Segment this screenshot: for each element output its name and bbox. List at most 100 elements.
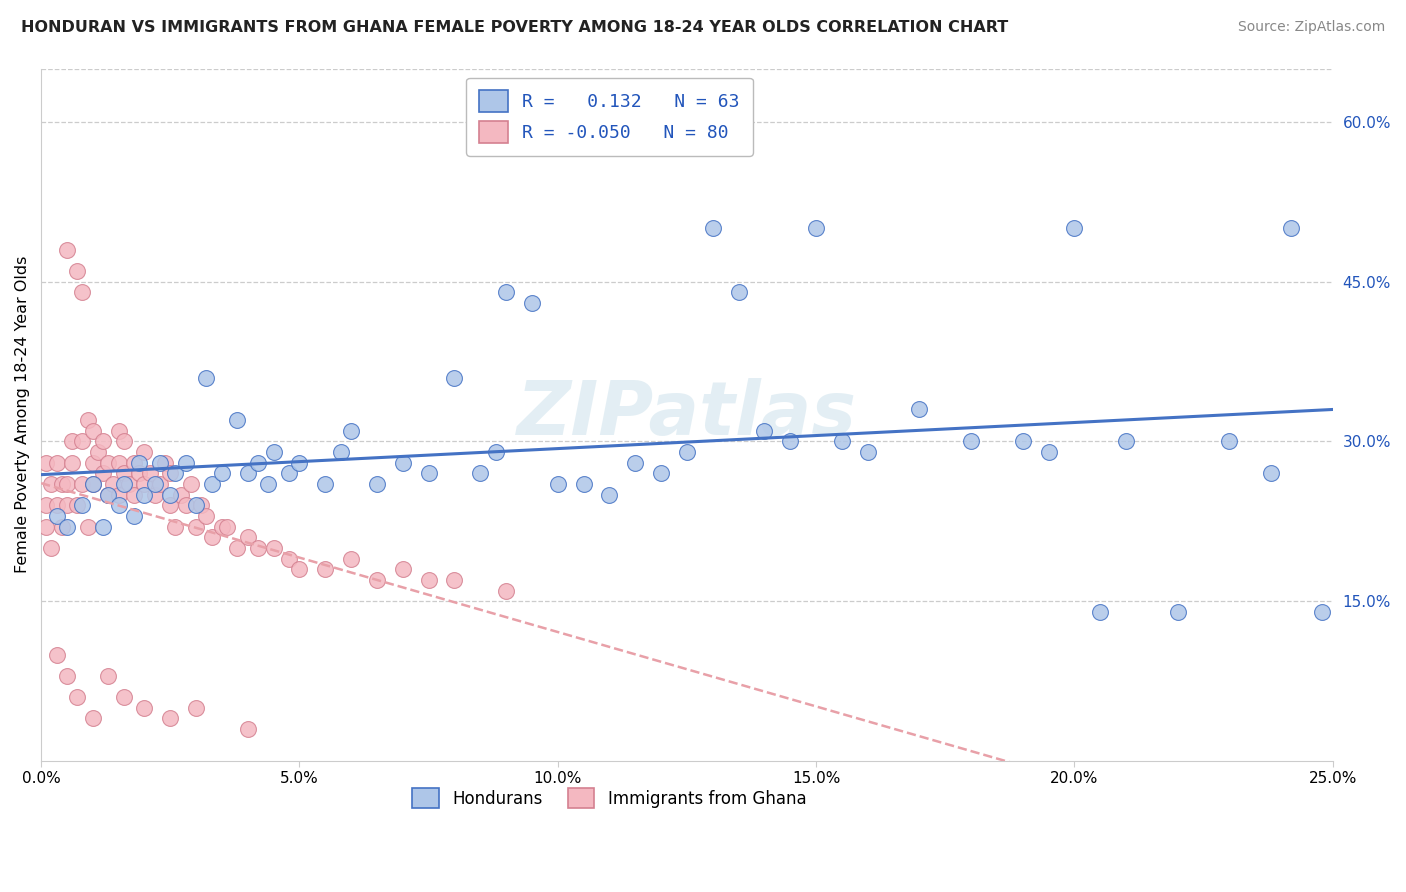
Point [165,519,187,533]
Point [418,573,440,587]
Point [72,434,94,449]
Point [184,701,207,715]
Point [702,221,724,235]
Point [134,445,156,459]
Point [727,285,749,300]
Point [190,499,212,513]
Point [82,477,104,491]
Point [112,434,135,449]
Point [66,690,89,705]
Point [226,541,249,555]
Point [66,499,89,513]
Point [107,456,129,470]
Point [195,508,218,523]
Point [314,562,336,576]
Point [41,541,63,555]
Point [1218,434,1240,449]
Point [329,445,352,459]
Point [288,562,311,576]
Point [217,519,239,533]
Point [174,456,197,470]
Point [165,467,187,481]
Point [856,445,879,459]
Point [107,488,129,502]
Point [236,530,259,544]
Text: HONDURAN VS IMMIGRANTS FROM GHANA FEMALE POVERTY AMONG 18-24 YEAR OLDS CORRELATI: HONDURAN VS IMMIGRANTS FROM GHANA FEMALE… [21,20,1008,35]
Point [97,488,120,502]
Point [107,424,129,438]
Point [97,488,120,502]
Point [470,467,492,481]
Point [754,424,776,438]
Point [247,541,270,555]
Point [1167,605,1189,619]
Point [288,456,311,470]
Point [495,285,517,300]
Point [159,711,181,725]
Point [169,488,191,502]
Point [82,456,104,470]
Point [103,477,125,491]
Point [143,488,166,502]
Point [87,445,110,459]
Point [195,370,218,384]
Point [56,243,79,257]
Point [340,424,363,438]
Point [122,508,145,523]
Point [112,477,135,491]
Point [676,445,699,459]
Point [56,477,79,491]
Point [76,413,98,427]
Point [201,530,224,544]
Point [91,467,114,481]
Point [134,701,156,715]
Point [45,456,67,470]
Point [51,477,73,491]
Point [520,296,543,310]
Point [51,519,73,533]
Point [495,583,517,598]
Point [908,402,931,417]
Point [1260,467,1282,481]
Point [804,221,827,235]
Point [184,519,207,533]
Point [278,551,301,566]
Point [149,456,172,470]
Point [159,499,181,513]
Point [572,477,595,491]
Point [650,467,672,481]
Point [149,477,172,491]
Point [35,519,58,533]
Point [184,499,207,513]
Point [236,722,259,736]
Point [35,499,58,513]
Point [159,467,181,481]
Point [56,669,79,683]
Point [138,467,160,481]
Point [485,445,508,459]
Point [443,573,465,587]
Point [278,467,301,481]
Point [263,541,285,555]
Point [1281,221,1303,235]
Y-axis label: Female Poverty Among 18-24 Year Olds: Female Poverty Among 18-24 Year Olds [15,256,30,574]
Point [1312,605,1334,619]
Point [112,467,135,481]
Point [128,456,150,470]
Point [107,499,129,513]
Point [391,562,413,576]
Point [134,477,156,491]
Point [66,264,89,278]
Point [314,477,336,491]
Point [1038,445,1060,459]
Point [263,445,285,459]
Point [153,456,176,470]
Point [76,519,98,533]
Point [122,488,145,502]
Point [211,519,233,533]
Point [960,434,983,449]
Point [97,669,120,683]
Point [624,456,647,470]
Legend: Hondurans, Immigrants from Ghana: Hondurans, Immigrants from Ghana [406,781,813,815]
Point [45,508,67,523]
